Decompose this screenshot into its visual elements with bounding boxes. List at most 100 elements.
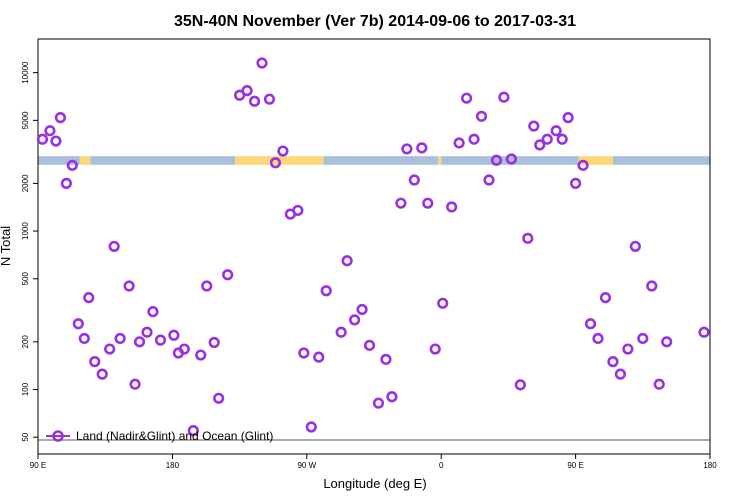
data-point [429, 343, 441, 355]
data-point [498, 91, 510, 103]
band-land-segment [578, 156, 613, 165]
region-band [38, 156, 710, 165]
data-point [168, 329, 180, 341]
band-ocean-segment [38, 156, 80, 165]
data-point [534, 139, 546, 151]
data-point [277, 145, 289, 157]
y-tick-label: 500 [21, 272, 30, 286]
data-point [550, 125, 562, 137]
data-point [66, 159, 78, 171]
legend-marker [52, 430, 64, 442]
legend: Land (Nadir&Glint) and Ocean (Glint) [46, 429, 273, 443]
data-point [372, 397, 385, 409]
data-point [698, 326, 710, 338]
data-point [234, 89, 246, 101]
data-point [269, 157, 282, 169]
y-tick-label: 100 [21, 382, 30, 396]
data-point [54, 112, 67, 124]
data-point [104, 343, 116, 355]
data-point [292, 204, 304, 217]
data-point [213, 392, 225, 404]
data-point [50, 135, 62, 147]
data-point [83, 292, 95, 304]
x-tick-label: 90 E [30, 461, 46, 470]
data-point [108, 240, 120, 253]
data-point [386, 391, 398, 403]
data-point [408, 174, 420, 186]
data-point [78, 332, 90, 345]
y-tick-label: 2000 [21, 174, 30, 192]
data-point [490, 154, 503, 166]
data-point [562, 112, 574, 124]
data-point [505, 153, 517, 165]
data-point [133, 336, 146, 348]
data-point [483, 174, 495, 186]
data-point [607, 356, 619, 368]
data-point [320, 285, 332, 297]
data-point [129, 378, 141, 390]
data-point [256, 57, 268, 69]
data-point [380, 353, 392, 365]
data-point [222, 269, 234, 281]
data-point [416, 142, 428, 154]
y-tick-label: 1000 [21, 222, 30, 240]
data-point [305, 421, 317, 433]
x-axis-title: Longitude (deg E) [323, 476, 426, 491]
y-tick-label: 10000 [21, 61, 30, 84]
data-point [460, 92, 473, 104]
band-ocean-segment [323, 156, 439, 165]
band-land-segment [79, 156, 91, 165]
data-point [348, 314, 361, 326]
data-point [241, 85, 253, 97]
x-tick-label: 90 E [567, 461, 583, 470]
data-point [363, 339, 376, 351]
x-tick-label: 180 [703, 461, 717, 470]
data-point [453, 137, 465, 149]
data-points [36, 57, 710, 437]
plot-frame [37, 38, 711, 455]
data-point [468, 133, 480, 145]
data-point [475, 110, 488, 122]
data-point [514, 379, 526, 391]
data-point [147, 306, 159, 318]
data-point [141, 326, 153, 338]
data-point [592, 332, 604, 345]
x-tick-label: 90 W [297, 461, 316, 470]
data-point [298, 347, 310, 359]
data-point [341, 255, 353, 267]
x-tick-label: 0 [439, 461, 444, 470]
data-point [446, 201, 458, 213]
data-point [89, 356, 101, 368]
data-point [248, 95, 261, 107]
data-point [335, 326, 347, 338]
data-point [637, 332, 649, 345]
y-axis-title: N Total [0, 226, 13, 266]
data-point [195, 349, 207, 361]
y-tick-label: 200 [21, 335, 30, 349]
data-point [422, 197, 434, 209]
chart-title: 35N-40N November (Ver 7b) 2014-09-06 to … [174, 13, 576, 30]
data-point [622, 343, 634, 355]
data-point [629, 240, 641, 253]
data-point [401, 143, 413, 155]
data-point [201, 280, 213, 292]
y-tick-label: 50 [21, 432, 30, 441]
data-point [541, 133, 553, 145]
band-ocean-segment [441, 156, 579, 165]
band-land-segment [438, 156, 442, 165]
data-point [577, 159, 589, 171]
data-point [44, 125, 56, 137]
data-point [123, 280, 135, 292]
data-point [395, 197, 407, 209]
data-point [313, 351, 325, 363]
data-point [60, 177, 72, 189]
y-axis: 50 100 200 500 1000 2000 5000 10000 [21, 61, 38, 442]
data-point [528, 120, 540, 132]
legend-label: Land (Nadir&Glint) and Ocean (Glint) [76, 429, 273, 443]
data-point [653, 378, 665, 390]
data-point [96, 368, 108, 380]
data-point [614, 368, 627, 380]
data-point [646, 280, 658, 292]
data-point [72, 318, 84, 330]
data-point [36, 133, 49, 145]
